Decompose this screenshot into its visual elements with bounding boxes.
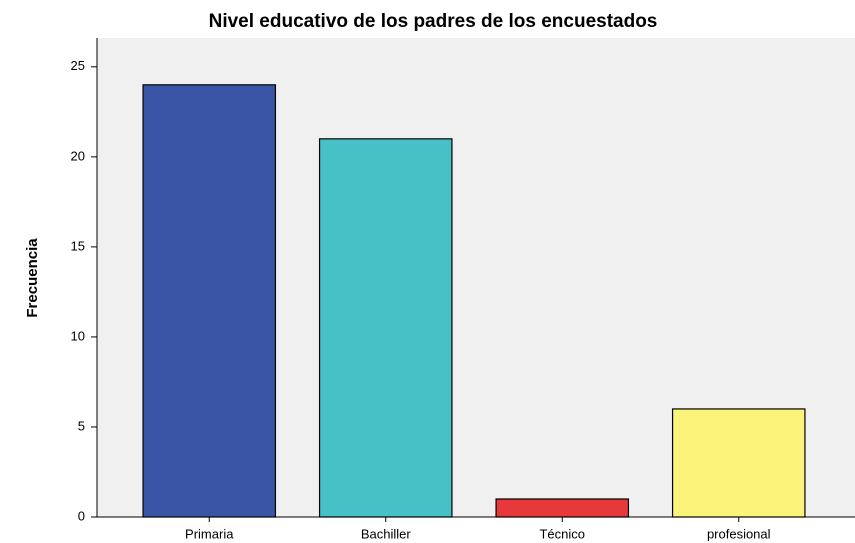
x-tick-label: Técnico (539, 526, 585, 541)
x-tick-label: Bachiller (361, 526, 412, 541)
y-axis-label: Frecuencia (24, 238, 41, 318)
y-tick-label: 0 (78, 508, 85, 523)
y-tick-label: 5 (78, 418, 85, 433)
bar (142, 84, 277, 518)
y-tick-label: 10 (71, 328, 85, 343)
bar (495, 498, 630, 518)
chart-title: Nivel educativo de los padres de los enc… (209, 11, 658, 32)
x-tick-label: profesional (707, 526, 771, 541)
y-tick-label: 15 (71, 238, 85, 253)
x-tick-label: Primaria (185, 526, 234, 541)
y-tick-label: 25 (71, 58, 85, 73)
bar (318, 138, 453, 518)
y-tick-label: 20 (71, 148, 85, 163)
bar (671, 408, 806, 518)
